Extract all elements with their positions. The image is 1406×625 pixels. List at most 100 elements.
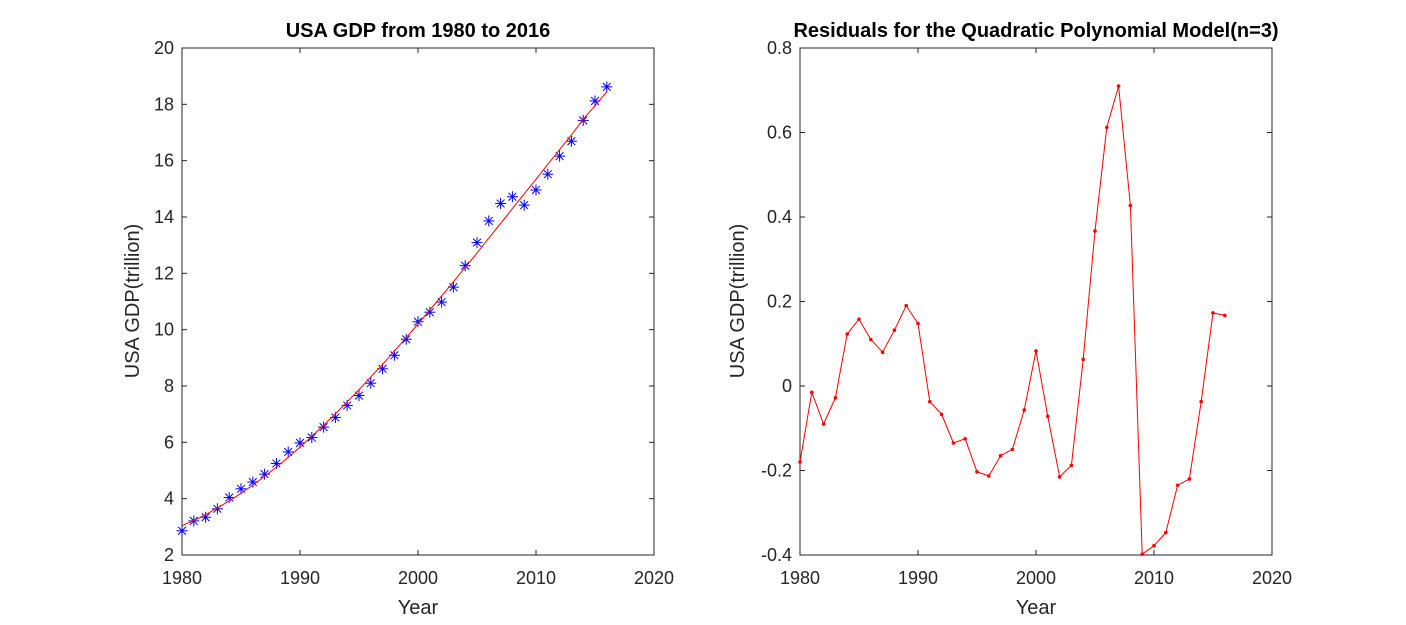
residuals-plot-data-point <box>857 317 861 322</box>
gdp-plot-data-point <box>459 260 471 272</box>
gdp-plot-ytick-label: 4 <box>164 489 174 509</box>
gdp-plot-title: USA GDP from 1980 to 2016 <box>286 20 551 42</box>
gdp-plot-data-point <box>200 511 212 523</box>
gdp-plot-data-point <box>554 150 566 162</box>
residuals-plot-xtick-label: 2000 <box>1016 568 1056 588</box>
residuals-plot-xtick-label: 2020 <box>1252 568 1292 588</box>
gdp-plot-data-point <box>247 476 259 488</box>
residuals-plot-data-point <box>1105 125 1109 130</box>
residuals-plot-data-point <box>880 350 885 355</box>
residuals-plot-data-point <box>892 328 897 333</box>
gdp-plot-xtick-label: 1990 <box>280 568 320 588</box>
residuals-plot-data-point <box>810 390 814 395</box>
residuals-plot-data-point <box>833 396 838 400</box>
residuals-plot-ytick-label: 0.8 <box>767 38 792 58</box>
residuals-plot-title: Residuals for the Quadratic Polynomial M… <box>793 20 1278 42</box>
gdp-plot-xtick-label: 1980 <box>162 568 202 588</box>
residuals-plot: Residuals for the Quadratic Polynomial M… <box>727 20 1292 619</box>
residuals-plot-data-point <box>951 441 956 445</box>
gdp-plot-ytick-label: 10 <box>154 320 174 340</box>
gdp-plot-xtick-label: 2020 <box>634 568 674 588</box>
gdp-plot-data-point <box>259 468 271 480</box>
residuals-plot-data-point <box>1116 84 1121 88</box>
gdp-plot-ytick-label: 18 <box>154 94 174 114</box>
gdp-plot-data-point <box>377 363 389 375</box>
residuals-plot-data-point <box>1199 399 1203 404</box>
gdp-plot-data-point <box>506 191 518 203</box>
gdp-plot-ytick-label: 14 <box>154 207 174 227</box>
residuals-plot-data-point <box>1010 447 1015 452</box>
gdp-plot-ytick-label: 6 <box>164 432 174 452</box>
gdp-plot-data-point <box>565 135 577 147</box>
residuals-plot-data-point <box>1057 475 1062 479</box>
gdp-plot-area: 1980 1990 2000 2010 2020 2 4 6 8 10 12 14 16 18 20 <box>154 38 674 588</box>
gdp-plot-ytick-label: 12 <box>154 263 174 283</box>
residuals-plot-data-point <box>1140 552 1144 556</box>
residuals-plot-data-point <box>1152 543 1156 548</box>
gdp-plot-data-point <box>211 503 223 515</box>
residuals-plot-data-point <box>845 332 849 336</box>
gdp-plot-data-point <box>542 168 554 180</box>
residuals-plot-ytick-label: -0.4 <box>761 545 792 565</box>
gdp-plot-ytick-label: 8 <box>164 376 174 396</box>
gdp-plot-ytick-label: 20 <box>154 38 174 58</box>
residuals-plot-data-point <box>939 412 944 417</box>
residuals-plot-ytick-label: 0 <box>782 376 792 396</box>
gdp-plot-data-point <box>282 446 294 458</box>
gdp-plot-data-point <box>424 306 436 318</box>
residuals-plot-data-point <box>1081 357 1085 362</box>
residuals-plot-area: 1980 1990 2000 2010 2020 -0.4 -0.2 0 0.2 0.4 0.6 0.… <box>761 38 1292 588</box>
gdp-plot-data-point <box>235 483 247 495</box>
gdp-plot-data-point <box>365 377 377 389</box>
gdp-plot-data-point <box>306 432 318 444</box>
residuals-plot-data-point <box>1187 477 1192 481</box>
residuals-plot-data-point <box>987 474 991 478</box>
residuals-plot-data-point <box>1223 313 1227 318</box>
residuals-plot-ylabel: USA GDP(trillion) <box>727 224 749 378</box>
residuals-plot-xlabel: Year <box>1016 597 1057 619</box>
gdp-plot-data-point <box>601 81 613 93</box>
residuals-plot-xtick-label: 1990 <box>898 568 938 588</box>
residuals-plot-xtick-label: 1980 <box>780 568 820 588</box>
gdp-plot-data-point <box>353 390 365 402</box>
residuals-plot-data-point <box>963 437 967 441</box>
residuals-plot-data-point <box>1175 483 1180 488</box>
residuals-plot-ytick-label: -0.2 <box>761 461 792 481</box>
gdp-plot-ytick-label: 16 <box>154 151 174 171</box>
gdp-plot-xlabel: Year <box>398 597 439 619</box>
residuals-plot-ytick-label: 0.6 <box>767 123 792 143</box>
residuals-plot-data-point <box>869 337 873 342</box>
residuals-plot-ytick-label: 0.2 <box>767 292 792 312</box>
residuals-plot-data-point <box>975 469 979 474</box>
residuals-plot-data-point <box>1164 530 1168 535</box>
gdp-plot: USA GDP from 1980 to 2016 1980 1990 2000 20… <box>122 20 674 619</box>
residuals-plot-data-point <box>1046 414 1050 419</box>
gdp-plot-data-point <box>483 215 495 227</box>
gdp-plot-data-point <box>495 197 507 209</box>
gdp-plot-data-point <box>577 114 589 126</box>
gdp-plot-xtick-label: 2010 <box>516 568 556 588</box>
gdp-plot-data-point <box>176 525 188 537</box>
gdp-plot-data-point <box>318 421 330 433</box>
residuals-plot-data-point <box>1034 349 1038 353</box>
gdp-plot-data-point <box>400 333 412 345</box>
residuals-plot-data-point <box>1211 311 1215 315</box>
gdp-plot-data-point <box>223 492 235 504</box>
residuals-plot-data-point <box>904 303 908 308</box>
gdp-plot-series-line <box>181 91 608 527</box>
residuals-plot-data-point <box>1093 229 1097 233</box>
residuals-plot-data-point <box>1022 408 1026 412</box>
residuals-plot-data-point <box>916 321 920 326</box>
residuals-plot-data-point <box>1128 203 1133 208</box>
gdp-plot-data-point <box>471 237 483 249</box>
residuals-plot-xtick-label: 2010 <box>1134 568 1174 588</box>
residuals-plot-data-point <box>1069 463 1074 468</box>
gdp-plot-data-point <box>530 184 542 196</box>
gdp-plot-xtick-label: 2000 <box>398 568 438 588</box>
gdp-plot-data-point <box>518 199 530 211</box>
residuals-plot-ytick-label: 0.4 <box>767 207 792 227</box>
gdp-plot-data-point <box>436 296 448 308</box>
gdp-plot-ytick-label: 2 <box>164 545 174 565</box>
gdp-plot-ylabel: USA GDP(trillion) <box>122 224 144 378</box>
